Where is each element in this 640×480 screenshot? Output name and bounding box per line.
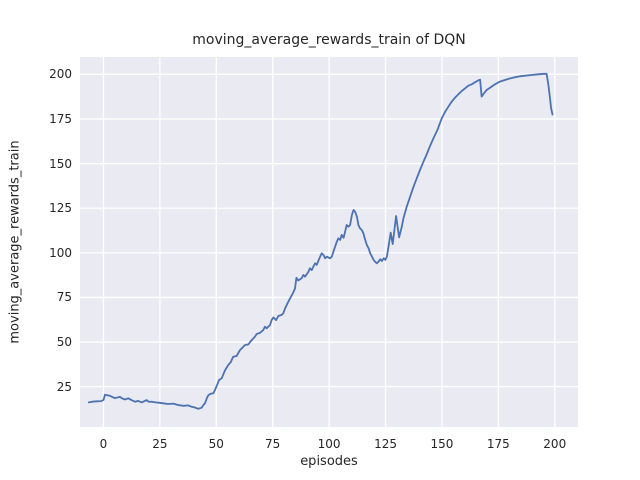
x-tick-label: 0 [99,437,108,451]
plot-area [80,57,578,427]
x-tick-label: 150 [430,437,454,451]
x-tick-label: 100 [317,437,341,451]
plot-svg [80,57,578,427]
line-series [87,72,554,410]
x-tick-label: 125 [374,437,397,451]
x-tick-label: 175 [486,437,510,451]
y-tick-label: 125 [49,201,72,216]
x-tick-label: 50 [208,437,224,451]
y-tick-label: 50 [56,335,72,350]
x-tick-label: 200 [543,437,567,451]
y-tick-label: 100 [49,245,72,260]
y-tick-label: 150 [49,156,72,171]
y-tick-label: 75 [56,290,72,305]
y-axis-label: moving_average_rewards_train [7,140,23,344]
y-tick-label: 25 [56,379,72,394]
x-tick-label: 25 [152,437,168,451]
y-tick-label: 200 [49,67,72,82]
x-axis-label: episodes [300,454,358,469]
y-tick-label: 175 [49,111,72,126]
x-tick-label: 75 [265,437,281,451]
chart-title: moving_average_rewards_train of DQN [192,32,466,48]
